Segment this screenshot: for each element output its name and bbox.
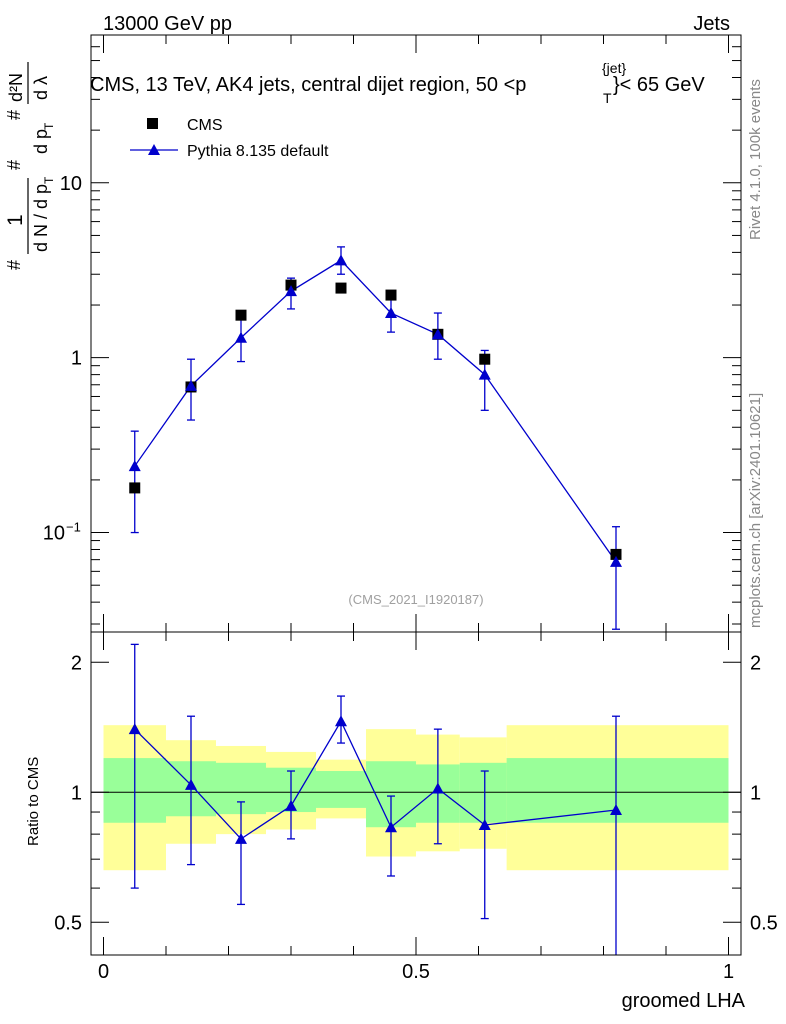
- cms-point: [385, 289, 397, 301]
- pythia-point: [385, 307, 397, 319]
- ratio-point: [335, 715, 347, 727]
- ratio-point: [235, 832, 247, 844]
- ratio-ytick-label-left: 2: [71, 652, 82, 674]
- ylabel-hash-1: #: [4, 260, 24, 270]
- ratio-ytick-label-right: 1: [750, 782, 761, 804]
- rivet-label: Rivet 4.1.0, 100k events: [747, 79, 764, 240]
- cms-point: [129, 482, 141, 494]
- legend: CMS Pythia 8.135 default: [130, 117, 329, 160]
- plot-title-sup: {jet}: [602, 60, 626, 76]
- main-ylabel: # 1 d N / d p T # d p T # d²N d λ: [4, 62, 56, 270]
- ratio-panel: 2 2 1 1 0.5 0.5 0 0.5 1: [54, 631, 778, 983]
- cms-point: [335, 282, 347, 294]
- cms-point: [479, 353, 491, 365]
- energy-label: 13000 GeV pp: [103, 13, 232, 35]
- main-ytick-label: 1: [71, 348, 82, 370]
- ylabel-hash-2: #: [4, 160, 24, 170]
- main-ytick-label-sup: −1: [66, 520, 81, 535]
- legend-label-pythia: Pythia 8.135 default: [187, 143, 329, 160]
- xaxis-label: groomed LHA: [622, 990, 746, 1012]
- main-ytick-label: 10: [60, 173, 82, 195]
- plot-title-main: CMS, 13 TeV, AK4 jets, central dijet reg…: [90, 74, 526, 96]
- ratio-ylabel: Ratio to CMS: [25, 757, 42, 846]
- ylabel-T-sub-2: T: [42, 122, 56, 130]
- mcplots-label: mcplots.cern.ch [arXiv:2401.10621]: [747, 393, 764, 628]
- pythia-point: [235, 331, 247, 343]
- ratio-point: [431, 782, 444, 794]
- ratio-ytick-label-right: 0.5: [750, 912, 778, 934]
- ylabel-dN-dpT: d N / d p: [31, 184, 51, 252]
- ylabel-dpT: d p: [31, 129, 51, 154]
- xtick-label: 0: [98, 961, 109, 983]
- ratio-band-inner: [316, 771, 366, 808]
- ylabel-T-sub-1: T: [42, 176, 56, 184]
- pythia-point: [610, 555, 622, 567]
- pythia-point: [431, 328, 444, 340]
- process-label: Jets: [693, 13, 730, 35]
- xtick-label: 0.5: [402, 961, 430, 983]
- plot-title-end: }< 65 GeV: [613, 74, 705, 96]
- cms-point: [235, 309, 247, 321]
- ratio-point: [285, 799, 297, 811]
- analysis-id: (CMS_2021_I1920187): [348, 592, 483, 607]
- pythia-point: [335, 254, 347, 266]
- ratio-ytick-label-right: 2: [750, 652, 761, 674]
- ratio-ytick-label-left: 0.5: [54, 912, 82, 934]
- legend-label-cms: CMS: [187, 117, 223, 134]
- ratio-point: [185, 778, 197, 790]
- plot-title-sub: T: [603, 90, 612, 106]
- ylabel-one: 1: [4, 214, 27, 226]
- main-ytick-label: 10: [43, 523, 65, 545]
- ratio-ytick-label-left: 1: [71, 782, 82, 804]
- cms-point: [285, 279, 297, 291]
- ratio-point: [478, 818, 491, 830]
- ylabel-hash-3: #: [4, 110, 24, 120]
- pythia-point: [285, 285, 297, 297]
- ylabel-d2N: d²N: [6, 73, 26, 102]
- ratio-point: [610, 803, 622, 815]
- ratio-point: [128, 723, 141, 735]
- pythia-point: [128, 460, 141, 472]
- ratio-band-inner: [459, 762, 507, 823]
- legend-marker-pythia: [148, 144, 160, 155]
- cms-point: [610, 548, 622, 560]
- ratio-point: [385, 821, 397, 833]
- pythia-point: [478, 368, 491, 380]
- pythia-point: [185, 379, 197, 391]
- pythia-line: [134, 259, 617, 563]
- plot-title: CMS, 13 TeV, AK4 jets, central dijet reg…: [90, 74, 526, 96]
- ylabel-dlambda: d λ: [31, 76, 51, 100]
- xtick-label: 1: [723, 961, 734, 983]
- legend-marker-cms: [147, 118, 158, 129]
